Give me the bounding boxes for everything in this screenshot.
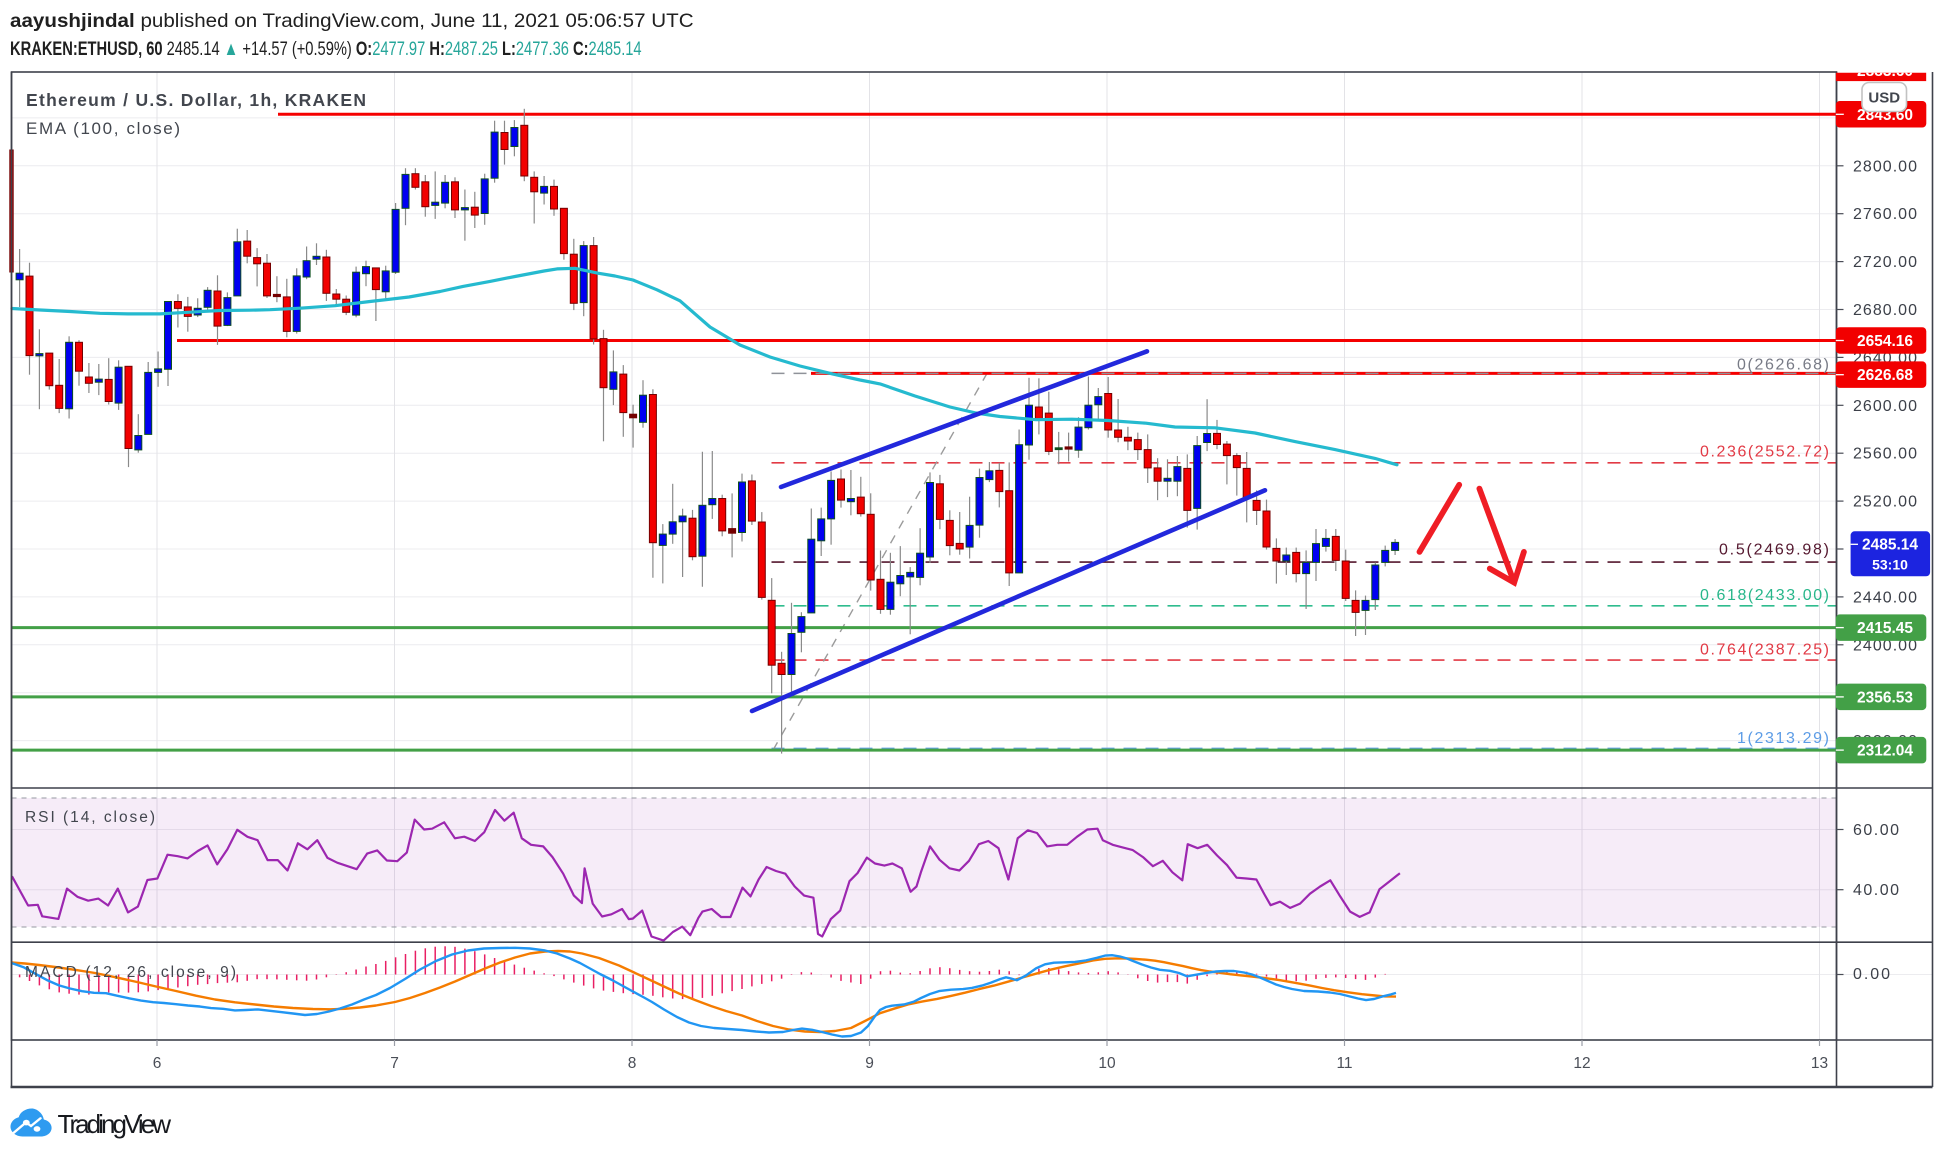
svg-text:0.5(2469.98): 0.5(2469.98) [1719, 541, 1829, 558]
svg-text:aayushjindal published on Trad: aayushjindal published on TradingView.co… [10, 10, 694, 31]
svg-text:2415.45: 2415.45 [1857, 620, 1913, 637]
svg-text:2800.00: 2800.00 [1853, 158, 1917, 175]
svg-text:0.764(2387.25): 0.764(2387.25) [1700, 641, 1829, 658]
svg-text:TradingView: TradingView [58, 1109, 172, 1139]
svg-text:2654.16: 2654.16 [1857, 333, 1913, 350]
svg-text:11: 11 [1336, 1055, 1352, 1072]
svg-text:6: 6 [153, 1055, 162, 1072]
svg-text:0(2626.68): 0(2626.68) [1737, 357, 1829, 374]
svg-text:9: 9 [865, 1055, 874, 1072]
svg-text:2883.60: 2883.60 [1857, 63, 1913, 80]
svg-text:60.00: 60.00 [1853, 822, 1899, 839]
svg-text:2312.04: 2312.04 [1857, 743, 1913, 760]
svg-text:12: 12 [1573, 1055, 1590, 1072]
svg-text:40.00: 40.00 [1853, 882, 1899, 899]
svg-text:2356.53: 2356.53 [1857, 689, 1913, 706]
svg-text:2440.00: 2440.00 [1853, 589, 1917, 606]
svg-text:2600.00: 2600.00 [1853, 398, 1917, 415]
svg-text:2680.00: 2680.00 [1853, 302, 1917, 319]
svg-text:1(2313.29): 1(2313.29) [1737, 730, 1829, 747]
svg-text:2400.00: 2400.00 [1853, 637, 1917, 654]
svg-text:8: 8 [628, 1055, 637, 1072]
svg-text:EMA (100, close): EMA (100, close) [26, 119, 180, 138]
svg-text:Ethereum / U.S. Dollar, 1h, KR: Ethereum / U.S. Dollar, 1h, KRAKEN [26, 90, 366, 110]
svg-text:2520.00: 2520.00 [1853, 494, 1917, 511]
svg-text:USD: USD [1868, 90, 1900, 107]
svg-text:2626.68: 2626.68 [1857, 367, 1913, 384]
svg-text:0.236(2552.72): 0.236(2552.72) [1700, 443, 1829, 460]
svg-text:MACD (12, 26, close, 9): MACD (12, 26, close, 9) [25, 964, 236, 981]
svg-text:2560.00: 2560.00 [1853, 446, 1917, 463]
svg-text:0.618(2433.00): 0.618(2433.00) [1700, 587, 1829, 604]
svg-text:10: 10 [1098, 1055, 1116, 1072]
svg-text:2760.00: 2760.00 [1853, 206, 1917, 223]
svg-text:13: 13 [1811, 1055, 1828, 1072]
svg-text:0.00: 0.00 [1853, 966, 1890, 983]
svg-text:53:10: 53:10 [1872, 557, 1908, 573]
svg-text:2720.00: 2720.00 [1853, 254, 1917, 271]
svg-text:7: 7 [390, 1055, 399, 1072]
svg-text:2485.14: 2485.14 [1862, 536, 1918, 553]
svg-text:KRAKEN:ETHUSD, 60 2485.14 ▲ +: KRAKEN:ETHUSD, 60 2485.14 ▲ +14.57 (+0.5… [10, 37, 642, 60]
